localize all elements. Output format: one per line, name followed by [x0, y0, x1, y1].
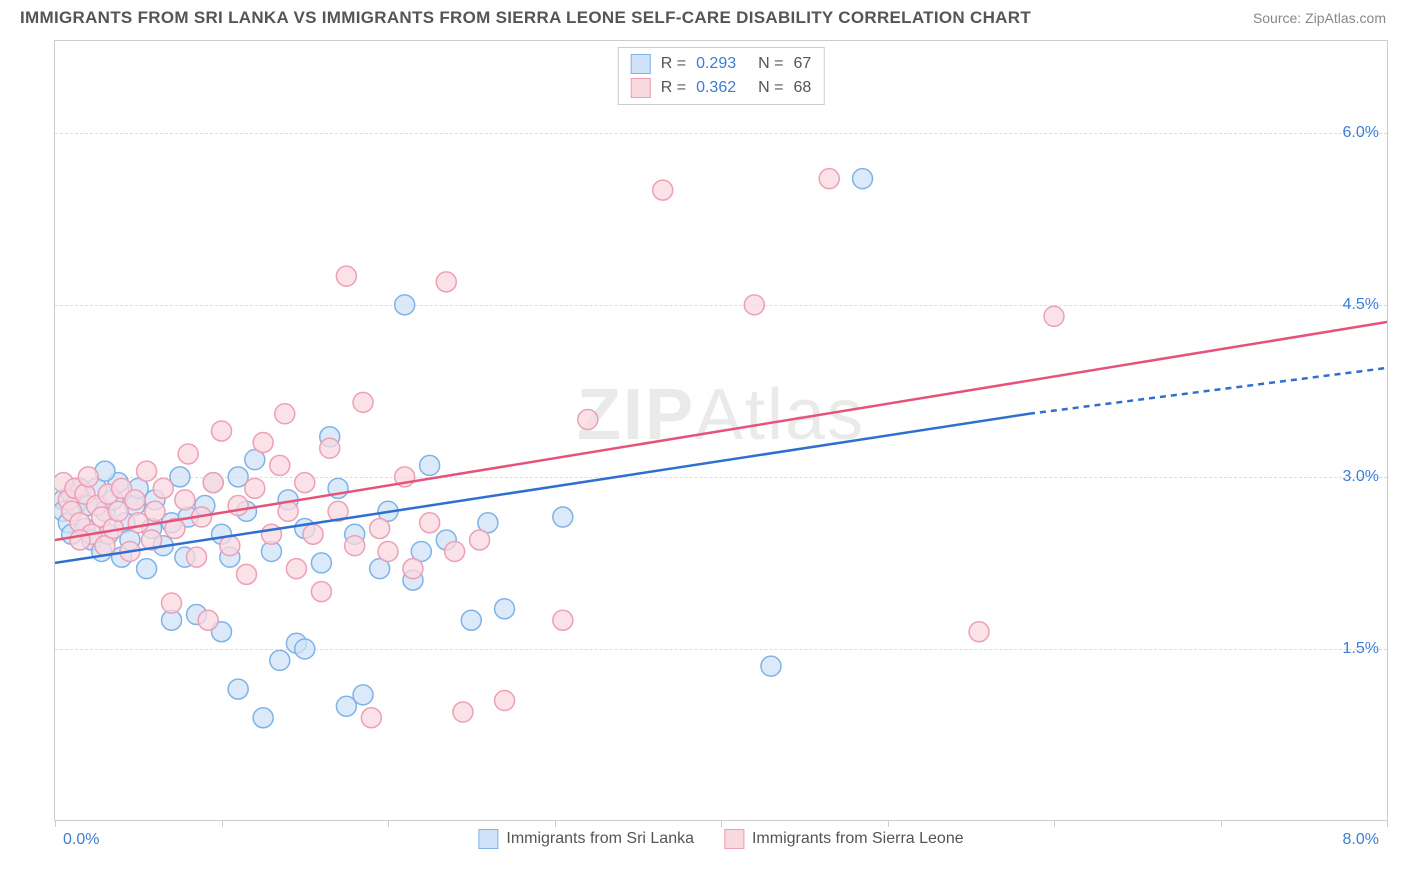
correlation-legend: R = 0.293 N = 67 R = 0.362 N = 68: [618, 47, 825, 105]
chart-plot-area: ZIPAtlas 1.5%3.0%4.5%6.0% R = 0.293 N = …: [54, 40, 1388, 821]
n-value-1: 67: [793, 55, 811, 73]
chart-header: IMMIGRANTS FROM SRI LANKA VS IMMIGRANTS …: [0, 0, 1406, 32]
swatch-series-1: [631, 54, 651, 74]
x-axis-min-label: 0.0%: [63, 831, 99, 849]
x-axis-max-label: 8.0%: [1343, 831, 1379, 849]
r-value-1: 0.293: [696, 55, 736, 73]
legend-item-1: Immigrants from Sri Lanka: [478, 829, 694, 849]
r-value-2: 0.362: [696, 79, 736, 97]
legend-row-2: R = 0.362 N = 68: [631, 76, 812, 100]
chart-title: IMMIGRANTS FROM SRI LANKA VS IMMIGRANTS …: [20, 8, 1031, 28]
swatch-series-2: [631, 78, 651, 98]
r-label: R =: [661, 79, 686, 97]
series-2-name: Immigrants from Sierra Leone: [752, 830, 964, 848]
swatch-series-2: [724, 829, 744, 849]
source-label: Source: ZipAtlas.com: [1253, 10, 1386, 26]
legend-row-1: R = 0.293 N = 67: [631, 52, 812, 76]
legend-item-2: Immigrants from Sierra Leone: [724, 829, 964, 849]
r-label: R =: [661, 55, 686, 73]
n-label: N =: [758, 55, 783, 73]
scatter-svg: [55, 41, 1387, 821]
n-value-2: 68: [793, 79, 811, 97]
swatch-series-1: [478, 829, 498, 849]
n-label: N =: [758, 79, 783, 97]
series-1-name: Immigrants from Sri Lanka: [506, 830, 694, 848]
series-legend: Immigrants from Sri Lanka Immigrants fro…: [478, 829, 963, 849]
